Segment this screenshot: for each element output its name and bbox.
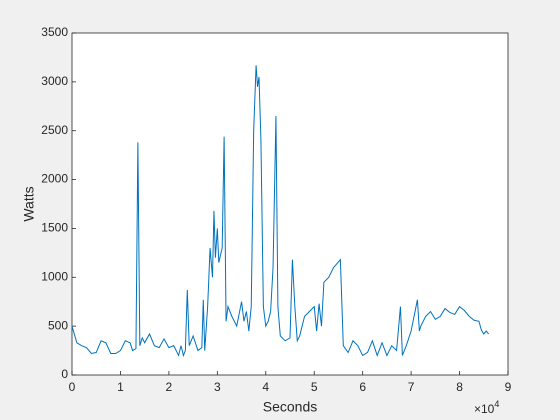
x-tick-label: 5 — [311, 380, 318, 394]
x-tick-label: 2 — [166, 380, 173, 394]
x-tick-label: 3 — [214, 380, 221, 394]
x-tick-label: 0 — [69, 380, 76, 394]
x-multiplier: ×104 — [474, 399, 499, 416]
y-tick-label: 1500 — [41, 221, 68, 235]
plot-area — [71, 32, 509, 376]
y-tick-label: 3000 — [41, 74, 68, 88]
x-multiplier-exponent: 4 — [494, 399, 499, 409]
x-tick-label: 1 — [117, 380, 124, 394]
y-tick-label: 2500 — [41, 123, 68, 137]
y-axis-label: Watts — [21, 186, 37, 221]
x-tick-label: 6 — [359, 380, 366, 394]
x-tick-label: 9 — [505, 380, 512, 394]
y-tick-label: 500 — [48, 318, 68, 332]
x-tick-label: 8 — [456, 380, 463, 394]
y-tick-label: 3500 — [41, 25, 68, 39]
data-line — [71, 65, 490, 358]
y-tick-label: 0 — [61, 367, 68, 381]
x-tick-label: 4 — [262, 380, 269, 394]
y-tick-label: 2000 — [41, 172, 68, 186]
x-multiplier-base: ×10 — [474, 402, 495, 416]
x-tick-label: 7 — [408, 380, 415, 394]
y-tick-label: 1000 — [41, 269, 68, 283]
x-axis-label: Seconds — [263, 399, 317, 415]
